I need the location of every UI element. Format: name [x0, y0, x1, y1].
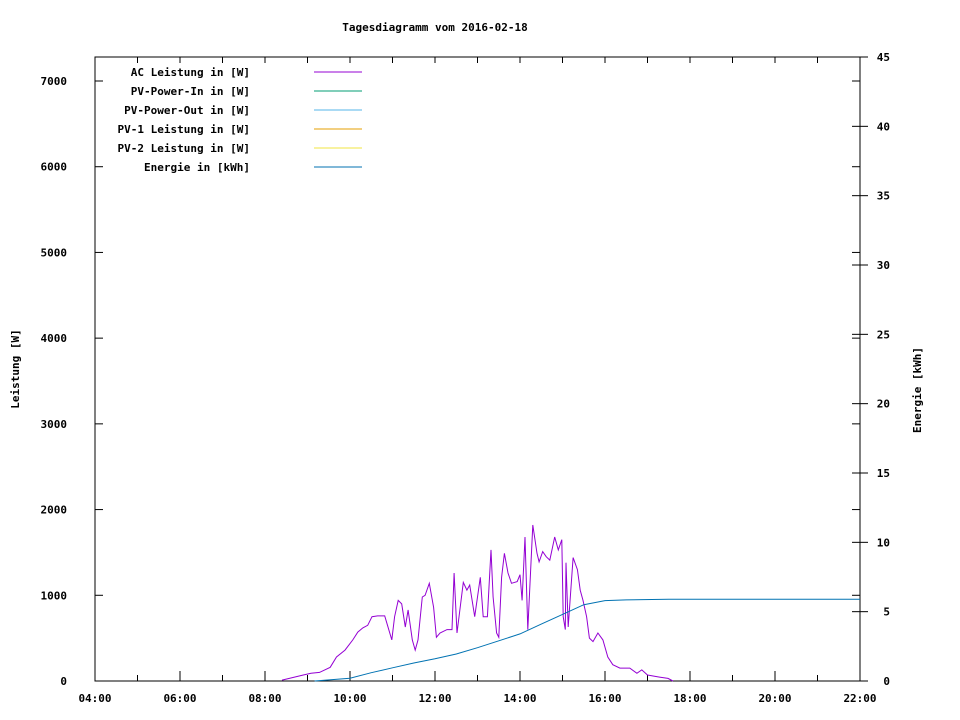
- series-layer: [281, 524, 860, 682]
- x-tick-label: 10:00: [333, 692, 366, 705]
- legend-label: PV-1 Leistung in [W]: [118, 123, 250, 136]
- y2-tick-label: 20: [877, 398, 890, 411]
- y2-tick-label: 5: [883, 606, 890, 619]
- x-tick-label: 18:00: [673, 692, 706, 705]
- y2-tick-label: 10: [877, 536, 890, 549]
- legend-label: Energie in [kWh]: [144, 161, 250, 174]
- x-tick-label: 14:00: [503, 692, 536, 705]
- x-tick-label: 04:00: [78, 692, 111, 705]
- y-tick-label: 7000: [41, 75, 68, 88]
- y-tick-label: 6000: [41, 161, 68, 174]
- y-tick-label: 1000: [41, 589, 68, 602]
- legend: AC Leistung in [W] PV-Power-In in [W] PV-P…: [118, 66, 362, 174]
- x-tick-label: 16:00: [588, 692, 621, 705]
- x-tick-label: 20:00: [758, 692, 791, 705]
- x-tick-label: 06:00: [163, 692, 196, 705]
- legend-label: PV-Power-In in [W]: [131, 85, 250, 98]
- y2-tick-label: 35: [877, 190, 890, 203]
- chart-title: Tagesdiagramm vom 2016-02-18: [342, 21, 527, 34]
- y-tick-label: 4000: [41, 332, 68, 345]
- y-tick-label: 2000: [41, 504, 68, 517]
- y2-tick-label: 0: [883, 675, 890, 688]
- y2-tick-label: 45: [877, 51, 890, 64]
- y2-tick-label: 30: [877, 259, 890, 272]
- y2-tick-label: 15: [877, 467, 890, 480]
- legend-label: PV-Power-Out in [W]: [124, 104, 250, 117]
- x-tick-label: 08:00: [248, 692, 281, 705]
- legend-label: PV-2 Leistung in [W]: [118, 142, 250, 155]
- y2-tick-label: 40: [877, 120, 890, 133]
- x-tick-label: 22:00: [843, 692, 876, 705]
- y-tick-label: 5000: [41, 246, 68, 259]
- legend-label: AC Leistung in [W]: [131, 66, 250, 79]
- y-tick-label: 0: [60, 675, 67, 688]
- series-line: [314, 598, 860, 682]
- series-line: [281, 524, 674, 682]
- y-tick-label: 3000: [41, 418, 68, 431]
- axis-ticks: 04:00 06:00 08:00 10:00 12:00 14:00 16:00 18:00…: [41, 51, 891, 705]
- y2-tick-label: 25: [877, 328, 890, 341]
- y2-axis-label: Energie [kWh]: [911, 347, 924, 433]
- y-axis-label: Leistung [W]: [9, 329, 22, 408]
- x-tick-label: 12:00: [418, 692, 451, 705]
